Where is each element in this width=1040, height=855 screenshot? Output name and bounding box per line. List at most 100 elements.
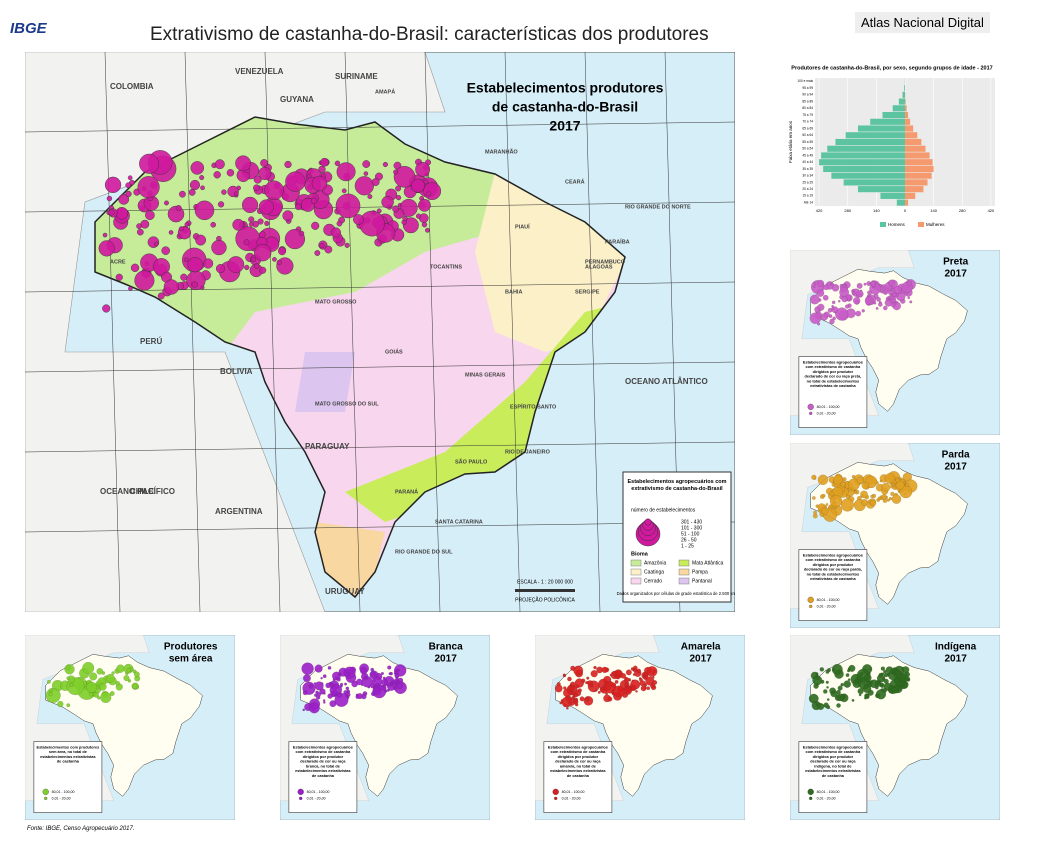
symbol [319, 243, 325, 249]
place-label: MINAS GERAIS [465, 372, 506, 378]
symbol [822, 494, 826, 498]
symbol [111, 671, 115, 675]
symbol [202, 258, 214, 269]
symbol [399, 198, 418, 217]
symbol [885, 297, 889, 301]
line: Estabelecimentos agropecuários [803, 553, 863, 557]
biome-swatch [678, 559, 690, 567]
symbol [258, 199, 274, 215]
symbol [854, 678, 859, 683]
bar [882, 111, 905, 119]
line: de castanha [57, 760, 80, 764]
line: com extrativismo de castanha [551, 750, 607, 754]
place-label: SÃO PAULO [455, 458, 488, 465]
class-label: 80,01 - 100,00 [52, 790, 75, 794]
line: declarado de cor ou raça [555, 760, 601, 764]
small-legend-box [543, 741, 613, 813]
place-label: SERGIPE [575, 289, 600, 295]
biome [869, 531, 888, 550]
symbol [881, 482, 891, 492]
y-axis-label: Faixa etária em anos [788, 120, 793, 163]
small-map-title: Indígena [935, 641, 977, 652]
symbol [813, 510, 817, 515]
symbol [415, 161, 431, 177]
class-symbol [554, 796, 558, 801]
symbol [402, 215, 408, 222]
place-label: PERNAMBUCO [585, 259, 626, 265]
symbol [832, 668, 836, 672]
class-symbol [809, 604, 813, 609]
y-tick-label: 80 a 84 [802, 106, 813, 110]
symbol [615, 674, 621, 680]
symbol [646, 666, 658, 677]
symbol [856, 283, 863, 289]
symbol [257, 218, 264, 225]
symbol [812, 675, 823, 686]
symbol [294, 203, 302, 211]
symbol [864, 694, 870, 699]
line: sem área, no total de [49, 750, 87, 754]
symbol [874, 681, 881, 688]
size-symbol [644, 518, 652, 526]
class-symbol [44, 796, 48, 801]
symbol [360, 667, 368, 675]
symbol [402, 217, 419, 234]
symbol [888, 279, 895, 287]
symbol [180, 273, 188, 281]
x-tick-label: 420 [988, 208, 995, 213]
symbol [885, 666, 894, 675]
place-label: MATO GROSSO DO SUL [315, 401, 379, 407]
line: extrativistas de castanha [810, 384, 856, 388]
y-tick-label: 30 a 34 [802, 174, 813, 178]
symbol [344, 682, 347, 686]
symbol [248, 216, 255, 223]
place-label: ACRE [110, 259, 126, 265]
symbol [836, 693, 845, 702]
class-label: 0,01 - 20,00 [52, 796, 71, 800]
bar [857, 186, 905, 193]
line: Estabelecimentos agropecuários [803, 360, 863, 364]
symbol [851, 474, 856, 479]
symbol [45, 688, 61, 703]
small-map-title: Preta [943, 256, 969, 267]
symbol [340, 682, 344, 686]
symbol [609, 673, 613, 677]
symbol [47, 680, 51, 684]
symbol [137, 176, 160, 199]
page-title: Extrativismo de castanha-do-Brasil: cara… [150, 24, 709, 45]
symbol [832, 316, 836, 321]
small-legend-box [798, 549, 868, 621]
symbol [625, 669, 632, 676]
y-tick-label: 15 a 19 [802, 194, 813, 198]
place-label: RIO GRANDE DO SUL [395, 549, 453, 555]
symbol [878, 673, 883, 678]
logo: IBGE [10, 20, 47, 37]
line: com extrativismo de castanha [296, 750, 352, 754]
small-legend-box [33, 741, 103, 813]
symbol [361, 693, 367, 700]
biome [869, 338, 888, 357]
symbol [179, 190, 186, 198]
symbol [387, 665, 392, 670]
legend-label: Homens [888, 222, 906, 227]
symbol [126, 667, 132, 673]
projection: PROJEÇÃO POLICÔNICA [515, 596, 575, 603]
symbol [250, 256, 257, 263]
symbol [891, 494, 902, 504]
symbol [243, 239, 250, 246]
symbol [308, 683, 314, 689]
place-label: GUYANA [280, 95, 314, 104]
symbol [579, 696, 585, 702]
symbol [418, 198, 431, 212]
symbol [353, 214, 364, 225]
line: amarela, no total de [560, 764, 596, 768]
symbol [322, 699, 326, 702]
symbol [811, 474, 817, 480]
line: com extrativismo de castanha [806, 558, 862, 562]
class-symbol [552, 788, 559, 795]
symbol [200, 185, 205, 191]
place-label: TOCANTINS [430, 264, 462, 270]
symbol [829, 282, 833, 286]
symbol [323, 692, 326, 695]
